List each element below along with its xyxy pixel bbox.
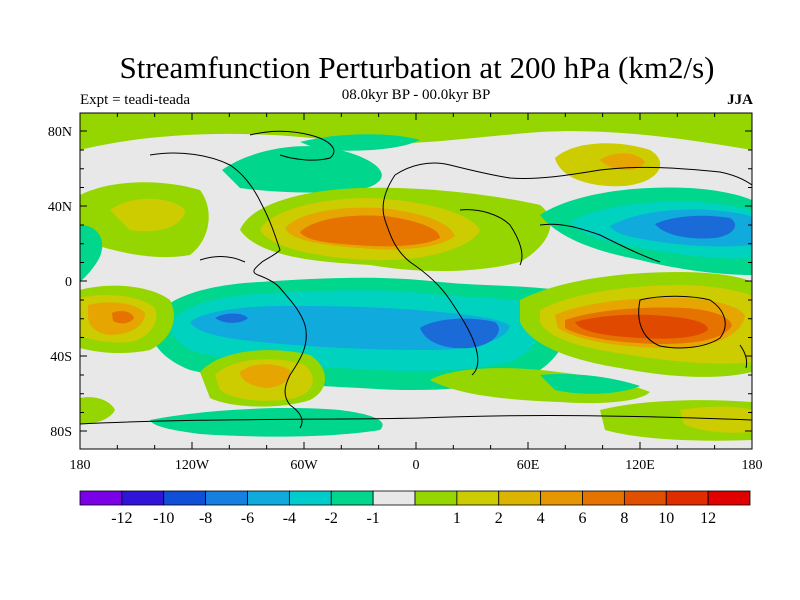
contour-arctic-band xyxy=(80,113,752,150)
coastlines xyxy=(80,130,752,429)
lon-label: 60W xyxy=(290,458,318,473)
colorbar-swatch xyxy=(372,490,416,506)
colorbar-swatch xyxy=(205,490,248,506)
colorbar-swatch xyxy=(540,490,583,506)
colorbar-swatch xyxy=(163,490,207,506)
colorbar xyxy=(79,490,751,506)
colorbar-label: -1 xyxy=(366,510,379,527)
season-label: JJA xyxy=(727,92,753,108)
colorbar-swatch xyxy=(707,490,751,506)
colorbar-swatch xyxy=(623,490,667,506)
contour-north-pacific-core xyxy=(600,153,645,170)
colorbar-label: 2 xyxy=(495,510,503,527)
colorbar-swatch xyxy=(414,490,458,506)
colorbar-swatch xyxy=(79,490,123,506)
lat-label: 40N xyxy=(48,200,72,215)
lat-label: 80N xyxy=(48,125,72,140)
colorbar-swatch xyxy=(665,490,709,506)
contour-south-pacific-west-max xyxy=(112,310,134,324)
map-field xyxy=(80,113,752,449)
lat-label: 0 xyxy=(65,275,72,290)
colorbar-swatch xyxy=(121,490,165,506)
colorbar-labels: -12 -10 -8 -6 -4 -2 -1 1 2 4 6 8 10 12 xyxy=(111,510,716,527)
colorbar-swatch xyxy=(330,490,374,506)
contour-pacific-cyan-west xyxy=(80,225,103,282)
latitude-labels: 80N 40N 0 40S 80S xyxy=(48,125,72,440)
colorbar-swatch xyxy=(456,490,500,506)
colorbar-label: 12 xyxy=(700,510,716,527)
lon-label: 180 xyxy=(742,458,763,473)
colorbar-label: 4 xyxy=(537,510,545,527)
longitude-labels: 180 120W 60W 0 60E 120E 180 xyxy=(70,458,763,473)
colorbar-label: 1 xyxy=(453,510,461,527)
colorbar-label: -8 xyxy=(199,510,212,527)
colorbar-swatch xyxy=(247,490,290,506)
contour-south-atlantic-core xyxy=(240,364,291,388)
lon-label: 0 xyxy=(413,458,420,473)
colorbar-label: 8 xyxy=(620,510,628,527)
contour-southern-ocean-yellow-e xyxy=(680,406,752,433)
contour-southern-ocean-green-w xyxy=(80,397,115,424)
colorbar-label: -6 xyxy=(241,510,254,527)
contour-arctic-cyan-2 xyxy=(300,134,420,151)
colorbar-swatch xyxy=(288,490,332,506)
colorbar-label: 10 xyxy=(658,510,674,527)
lat-label: 40S xyxy=(50,350,72,365)
colorbar-swatch xyxy=(498,490,542,506)
axis-ticks xyxy=(79,113,753,449)
lon-label: 120E xyxy=(625,458,655,473)
contour-north-america-west-core xyxy=(110,198,185,232)
contour-south-africa-core xyxy=(420,318,499,349)
period-label: 08.0kyr BP - 00.0kyr BP xyxy=(341,87,491,103)
lon-label: 180 xyxy=(70,458,91,473)
experiment-label: Expt = teadi-teada xyxy=(80,92,191,108)
colorbar-label: -10 xyxy=(153,510,174,527)
map-title: Streamfunction Perturbation at 200 hPa (… xyxy=(119,50,715,85)
contour-southern-ocean-cyan xyxy=(150,408,383,437)
contour-asia-core xyxy=(655,215,735,239)
colorbar-swatch xyxy=(582,490,625,506)
contour-south-indian-cyan xyxy=(540,374,640,394)
colorbar-label: 6 xyxy=(579,510,587,527)
colorbar-label: -4 xyxy=(283,510,296,527)
contour-south-indian-band xyxy=(430,368,650,404)
lat-label: 80S xyxy=(50,425,72,440)
contour-arctic-cyan xyxy=(222,146,382,193)
contour-atlantic-strong xyxy=(300,215,440,247)
colorbar-label: -12 xyxy=(111,510,132,527)
colorbar-label: -2 xyxy=(325,510,338,527)
lon-label: 120W xyxy=(175,458,210,473)
lon-label: 60E xyxy=(517,458,540,473)
contour-south-america-core xyxy=(215,313,248,323)
